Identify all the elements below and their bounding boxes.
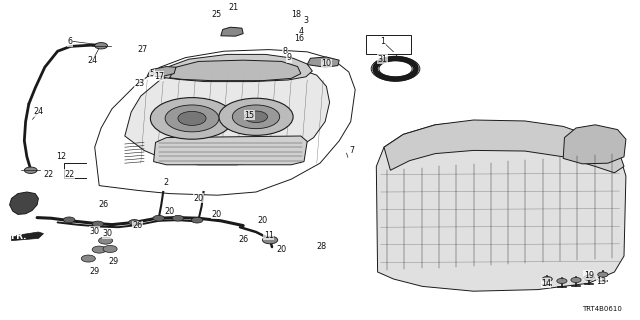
Text: FR.: FR. <box>10 232 26 241</box>
Text: 17: 17 <box>154 72 164 81</box>
Text: 30: 30 <box>90 227 100 236</box>
Text: 20: 20 <box>193 194 204 203</box>
Circle shape <box>571 277 581 283</box>
Text: TRT4B0610: TRT4B0610 <box>582 306 622 312</box>
Circle shape <box>95 43 108 49</box>
Text: 20: 20 <box>276 245 287 254</box>
Circle shape <box>542 276 552 282</box>
Text: 23: 23 <box>134 79 145 88</box>
Text: 6: 6 <box>68 37 73 46</box>
Text: 2: 2 <box>164 178 169 187</box>
Text: 22: 22 <box>43 170 53 179</box>
Circle shape <box>153 215 164 221</box>
Polygon shape <box>154 136 307 165</box>
Text: 30: 30 <box>102 229 113 238</box>
Text: 29: 29 <box>109 257 119 266</box>
Circle shape <box>99 237 113 244</box>
Circle shape <box>244 111 268 123</box>
Text: 12: 12 <box>56 152 66 161</box>
Text: 16: 16 <box>294 34 305 43</box>
Text: 10: 10 <box>321 60 332 68</box>
Text: 1: 1 <box>380 37 385 46</box>
Circle shape <box>178 111 206 125</box>
Text: 15: 15 <box>244 111 255 120</box>
Circle shape <box>584 275 594 280</box>
Text: 28: 28 <box>317 242 327 251</box>
Text: 13: 13 <box>596 277 607 286</box>
Circle shape <box>103 245 117 252</box>
Circle shape <box>557 278 567 284</box>
Text: 8: 8 <box>282 47 287 56</box>
Text: 24: 24 <box>88 56 98 65</box>
Text: 4: 4 <box>298 28 303 36</box>
Text: 25: 25 <box>211 10 221 19</box>
Text: 14: 14 <box>541 279 551 288</box>
Polygon shape <box>10 192 38 214</box>
Polygon shape <box>376 122 626 291</box>
Text: 3: 3 <box>303 16 308 25</box>
Polygon shape <box>384 120 624 173</box>
Polygon shape <box>125 64 330 165</box>
Text: 9: 9 <box>287 53 292 62</box>
Text: 26: 26 <box>132 221 143 230</box>
Text: 22: 22 <box>64 170 74 179</box>
Polygon shape <box>147 67 176 77</box>
Text: 26: 26 <box>99 200 109 209</box>
Text: 7: 7 <box>349 146 355 155</box>
Circle shape <box>92 246 106 253</box>
Circle shape <box>232 105 280 129</box>
Text: 21: 21 <box>228 4 239 12</box>
Circle shape <box>172 215 184 221</box>
Text: 5: 5 <box>150 69 155 78</box>
Polygon shape <box>307 57 339 67</box>
Circle shape <box>150 98 234 139</box>
Polygon shape <box>12 232 44 241</box>
Text: 27: 27 <box>137 45 147 54</box>
Circle shape <box>219 98 293 135</box>
Bar <box>366 35 411 54</box>
Circle shape <box>165 105 219 132</box>
Text: 20: 20 <box>164 207 175 216</box>
Circle shape <box>63 217 75 223</box>
Circle shape <box>129 220 140 225</box>
Circle shape <box>262 236 278 244</box>
Polygon shape <box>170 60 301 81</box>
Circle shape <box>24 167 37 173</box>
Polygon shape <box>563 125 626 164</box>
Circle shape <box>81 255 95 262</box>
Text: 19: 19 <box>584 271 594 280</box>
Circle shape <box>92 221 104 227</box>
Text: 20: 20 <box>211 210 221 219</box>
Text: 29: 29 <box>89 267 99 276</box>
Text: 31: 31 <box>378 55 388 64</box>
Polygon shape <box>163 54 312 82</box>
Circle shape <box>191 217 203 223</box>
Polygon shape <box>221 27 243 36</box>
Text: 26: 26 <box>238 236 248 244</box>
Text: 11: 11 <box>264 231 274 240</box>
Circle shape <box>598 272 608 277</box>
Text: 20: 20 <box>257 216 268 225</box>
Text: 24: 24 <box>33 108 44 116</box>
Text: 18: 18 <box>291 10 301 19</box>
